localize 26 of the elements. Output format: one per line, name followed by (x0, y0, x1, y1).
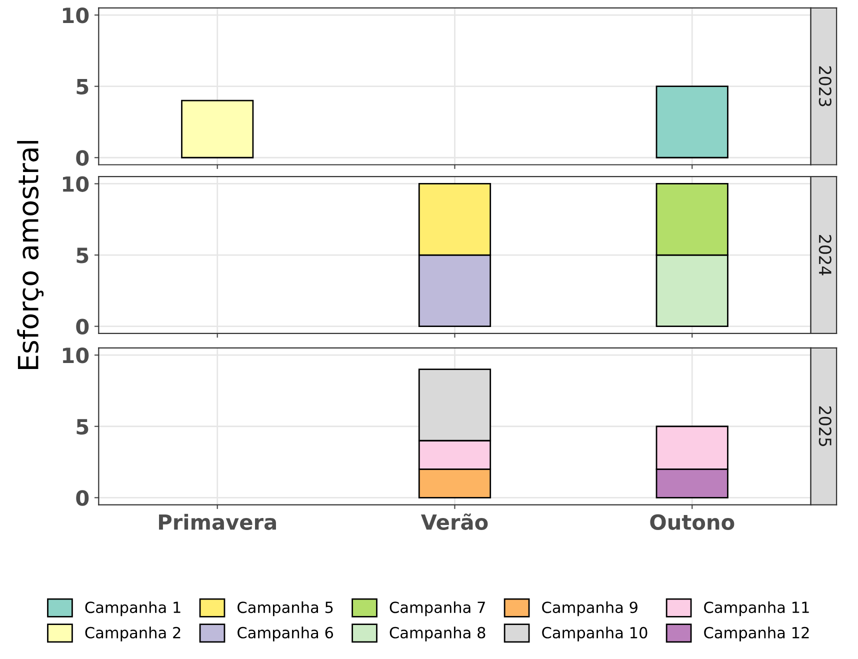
text: 2023 (818, 66, 832, 106)
legend-label: Campanha 11 (704, 601, 809, 616)
legend-label: Campanha 1 (85, 601, 180, 616)
y-tick-label: 10 (63, 176, 89, 192)
legend-label: Campanha 9 (542, 601, 638, 616)
x-tick-label: Primavera (159, 514, 276, 530)
y-tick-label: 5 (76, 248, 88, 264)
y-tick-label: 5 (76, 419, 88, 435)
text: 2025 (818, 406, 832, 446)
text: 2024 (818, 235, 832, 276)
legend-label: Campanha 6 (238, 626, 334, 642)
legend-label: Campanha 12 (704, 626, 809, 642)
y-tick-label: 0 (76, 318, 89, 335)
legend-label: Campanha 2 (85, 626, 180, 642)
legend-label: Campanha 7 (390, 601, 485, 616)
legend-label: Campanha 5 (238, 601, 333, 616)
y-tick-label: 0 (76, 490, 89, 506)
y-tick-label: 5 (76, 79, 88, 95)
x-tick-label: Verão (420, 513, 488, 530)
legend-label: Campanha 10 (542, 626, 648, 642)
x-tick-label: Outono (650, 514, 734, 530)
y-tick-label: 10 (63, 348, 89, 364)
legend-label: Campanha 8 (390, 626, 486, 642)
y-tick-label: 10 (63, 7, 89, 24)
y-tick-label: 0 (76, 150, 89, 166)
y-axis-title: Esforço amostral (17, 140, 44, 369)
